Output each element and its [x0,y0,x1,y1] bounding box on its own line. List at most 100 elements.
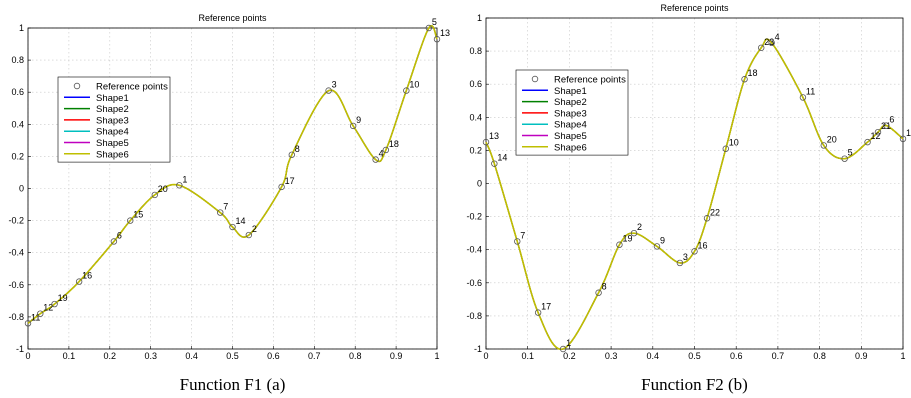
x-tick-label: 0.6 [730,351,743,361]
y-tick-label: -0.4 [8,248,24,258]
x-tick-label: 0 [483,351,488,361]
reference-point-marker [217,209,224,216]
y-tick-label: -0.4 [466,245,482,255]
reference-point-label: 13 [489,131,499,141]
x-tick-label: 0.3 [144,351,157,361]
reference-point-label: 8 [295,144,300,154]
y-tick-label: -1 [16,344,24,354]
reference-point-marker [653,243,661,250]
reference-point-marker [382,146,390,154]
chart-title: Reference points [198,13,267,23]
reference-point-marker [425,24,433,32]
legend-label: Shape6 [96,149,129,160]
y-tick-label: -0.2 [466,212,482,222]
reference-point-marker [630,229,638,237]
y-tick-label: 1 [477,13,482,23]
reference-point-marker [278,183,285,191]
reference-point-label: 20 [158,184,168,194]
reference-point-marker [349,122,357,130]
legend-label: Shape2 [96,104,129,115]
reference-point-label: 15 [906,128,911,138]
reference-point-marker [176,182,183,189]
x-tick-label: 0.8 [349,351,362,361]
series-line-shape6 [27,24,438,324]
reference-point-label: 12 [43,303,53,313]
reference-point-marker [768,39,775,47]
x-tick-label: 0.3 [605,351,618,361]
reference-point-label: 1 [182,174,187,184]
reference-point-marker [758,44,765,51]
reference-point-label: 14 [236,216,246,226]
reference-point-marker [691,248,698,255]
reference-point-label: 17 [285,176,295,186]
reference-point-marker [491,160,498,167]
reference-point-label: 11 [806,86,815,96]
legend-label: Shape1 [96,93,129,104]
reference-point-marker [864,138,871,146]
reference-point-label: 16 [82,271,92,281]
reference-point-label: 3 [332,80,337,90]
legend-label: Shape5 [96,138,129,149]
legend-marker-reference [73,82,81,90]
reference-point-label: 19 [622,234,632,244]
x-tick-label: 0.5 [688,351,701,361]
y-tick-label: -0.2 [8,216,24,226]
series-line-shape6 [485,38,904,351]
reference-point-label: 7 [520,230,525,240]
reference-point-marker [151,191,158,199]
reference-point-label: 16 [698,240,708,250]
y-tick-label: 0 [477,179,482,189]
reference-point-label: 22 [710,207,720,217]
reference-point-label: 8 [602,282,607,292]
x-tick-label: 0.1 [63,351,76,361]
reference-point-marker [288,151,296,158]
chart-f1: 0 0.1 0.2 0.3 0.4 0.5 0.6 0.7 0.8 0.9 1 -1 -0.8 -0.6 -… [8,13,450,394]
reference-point-marker [820,142,827,149]
reference-point-marker [534,309,542,316]
reference-point-label: 9 [660,235,665,245]
reference-point-label: 21 [881,121,891,131]
legend-label: Shape3 [554,108,587,119]
y-tick-label: 0.4 [11,119,24,129]
y-tick-label: -0.6 [466,278,482,288]
reference-point-marker [110,238,118,245]
reference-point-label: 3 [683,252,688,262]
x-tick-label: 0.6 [267,351,280,361]
reference-point-marker [325,87,332,94]
y-tick-label: -0.8 [466,311,482,321]
reference-point-marker [37,310,44,317]
reference-point-label: 4 [775,32,780,42]
reference-point-label: 9 [356,115,361,125]
reference-point-label: 18 [748,68,758,78]
reference-point-label: 4 [379,149,384,159]
x-tick-label: 0.5 [226,351,239,361]
reference-point-label: 1 [566,338,571,348]
legend-label: Shape5 [554,131,587,142]
reference-point-label: 11 [31,312,40,322]
reference-point-label: 6 [117,230,122,240]
reference-point-marker [899,135,907,143]
legend-label: Reference points [554,75,626,86]
reference-point-label: 14 [497,153,507,163]
figure-caption: Function F2 (b) [641,375,748,394]
reference-point-marker [229,223,236,231]
x-tick-label: 0.1 [521,351,534,361]
reference-point-label: 10 [409,80,419,90]
chart-f2: 0 0.1 0.2 0.3 0.4 0.5 0.6 0.7 0.8 0.9 1 -1 -0.8 -0.6 -… [466,3,911,394]
x-tick-label: 0.4 [647,351,660,361]
x-tick-label: 0.4 [185,351,198,361]
reference-point-label: 5 [848,148,853,158]
reference-point-label: 19 [58,293,68,303]
x-tick-label: 0.9 [855,351,868,361]
legend-marker-reference [531,75,539,83]
x-tick-label: 0.7 [308,351,321,361]
y-tick-label: 0.8 [469,46,482,56]
reference-point-marker [799,94,807,101]
x-tick-label: 0 [25,351,30,361]
reference-point-marker [403,87,410,94]
reference-point-marker [616,241,623,248]
reference-point-marker [874,128,882,136]
reference-point-label: 2 [637,222,642,232]
y-tick-label: -1 [474,344,482,354]
